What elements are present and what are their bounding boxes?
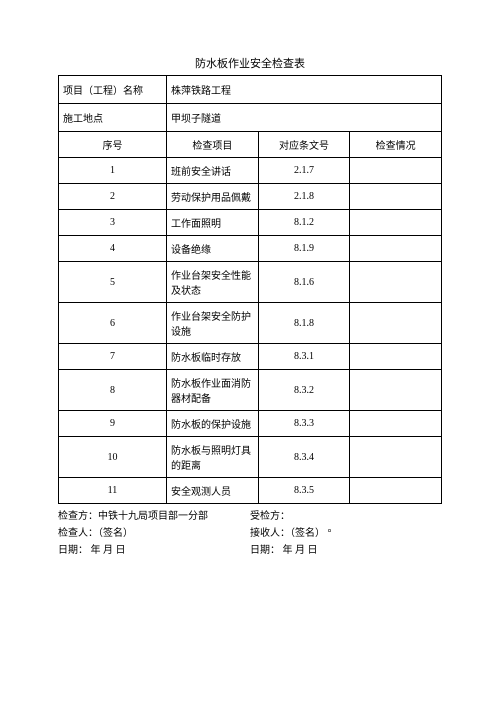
cell-ref: 8.1.2 xyxy=(258,210,350,236)
date-left: 日期： 年 月 日 xyxy=(58,542,250,559)
site-label: 施工地点 xyxy=(59,104,167,132)
site-value: 甲坝子隧道 xyxy=(167,104,442,132)
table-row: 11安全观测人员8.3.5 xyxy=(59,478,442,504)
cell-ref: 2.1.7 xyxy=(258,158,350,184)
cell-status xyxy=(350,344,442,370)
table-row: 9防水板的保护设施8.3.3 xyxy=(59,411,442,437)
project-name-row: 项目（工程）名称 株萍铁路工程 xyxy=(59,76,442,104)
cell-ref: 8.3.4 xyxy=(258,437,350,478)
cell-item: 劳动保护用品佩戴 xyxy=(167,184,259,210)
cell-ref: 8.3.3 xyxy=(258,411,350,437)
cell-ref: 8.1.8 xyxy=(258,303,350,344)
cell-status xyxy=(350,370,442,411)
table-row: 3工作面照明8.1.2 xyxy=(59,210,442,236)
cell-seq: 8 xyxy=(59,370,167,411)
cell-status xyxy=(350,478,442,504)
table-row: 8防水板作业面消防器材配备8.3.2 xyxy=(59,370,442,411)
checker-side: 检查方：中铁十九局项目部一分部 xyxy=(58,508,250,525)
cell-ref: 8.1.6 xyxy=(258,262,350,303)
cell-seq: 11 xyxy=(59,478,167,504)
cell-item: 防水板与照明灯具的距离 xyxy=(167,437,259,478)
cell-item: 安全观测人员 xyxy=(167,478,259,504)
col-ref: 对应条文号 xyxy=(258,132,350,158)
col-status: 检查情况 xyxy=(350,132,442,158)
cell-item: 作业台架安全性能及状态 xyxy=(167,262,259,303)
cell-status xyxy=(350,411,442,437)
inspection-table: 项目（工程）名称 株萍铁路工程 施工地点 甲坝子隧道 序号 检查项目 对应条文号… xyxy=(58,75,442,504)
cell-seq: 6 xyxy=(59,303,167,344)
cell-seq: 5 xyxy=(59,262,167,303)
project-name-label: 项目（工程）名称 xyxy=(59,76,167,104)
project-name-value: 株萍铁路工程 xyxy=(167,76,442,104)
cell-seq: 9 xyxy=(59,411,167,437)
checker-sign: 检查人：（签名） xyxy=(58,525,250,542)
date-right: 日期： 年 月 日 xyxy=(250,542,442,559)
cell-seq: 7 xyxy=(59,344,167,370)
cell-seq: 2 xyxy=(59,184,167,210)
col-seq: 序号 xyxy=(59,132,167,158)
table-row: 4设备绝缘8.1.9 xyxy=(59,236,442,262)
receiver-side: 受检方： xyxy=(250,508,442,525)
cell-status xyxy=(350,303,442,344)
column-header-row: 序号 检查项目 对应条文号 检查情况 xyxy=(59,132,442,158)
cell-ref: 8.3.5 xyxy=(258,478,350,504)
cell-status xyxy=(350,236,442,262)
cell-ref: 8.3.1 xyxy=(258,344,350,370)
cell-status xyxy=(350,437,442,478)
cell-item: 防水板作业面消防器材配备 xyxy=(167,370,259,411)
cell-status xyxy=(350,210,442,236)
cell-seq: 3 xyxy=(59,210,167,236)
table-row: 2劳动保护用品佩戴2.1.8 xyxy=(59,184,442,210)
footer-block: 检查方：中铁十九局项目部一分部 受检方： 检查人：（签名） 接收人：（签名） °… xyxy=(58,508,442,559)
cell-status xyxy=(350,262,442,303)
cell-item: 防水板的保护设施 xyxy=(167,411,259,437)
site-row: 施工地点 甲坝子隧道 xyxy=(59,104,442,132)
cell-ref: 8.3.2 xyxy=(258,370,350,411)
cell-item: 班前安全讲话 xyxy=(167,158,259,184)
col-item: 检查项目 xyxy=(167,132,259,158)
cell-seq: 4 xyxy=(59,236,167,262)
cell-item: 作业台架安全防护设施 xyxy=(167,303,259,344)
cell-seq: 1 xyxy=(59,158,167,184)
table-row: 5作业台架安全性能及状态8.1.6 xyxy=(59,262,442,303)
table-row: 1班前安全讲话2.1.7 xyxy=(59,158,442,184)
table-row: 6作业台架安全防护设施8.1.8 xyxy=(59,303,442,344)
cell-status xyxy=(350,184,442,210)
cell-seq: 10 xyxy=(59,437,167,478)
cell-item: 防水板临时存放 xyxy=(167,344,259,370)
cell-item: 设备绝缘 xyxy=(167,236,259,262)
receiver-sign: 接收人：（签名） ° xyxy=(250,525,442,542)
cell-item: 工作面照明 xyxy=(167,210,259,236)
page-title: 防水板作业安全检查表 xyxy=(58,55,442,71)
table-row: 10防水板与照明灯具的距离8.3.4 xyxy=(59,437,442,478)
table-row: 7防水板临时存放8.3.1 xyxy=(59,344,442,370)
cell-ref: 8.1.9 xyxy=(258,236,350,262)
cell-status xyxy=(350,158,442,184)
cell-ref: 2.1.8 xyxy=(258,184,350,210)
